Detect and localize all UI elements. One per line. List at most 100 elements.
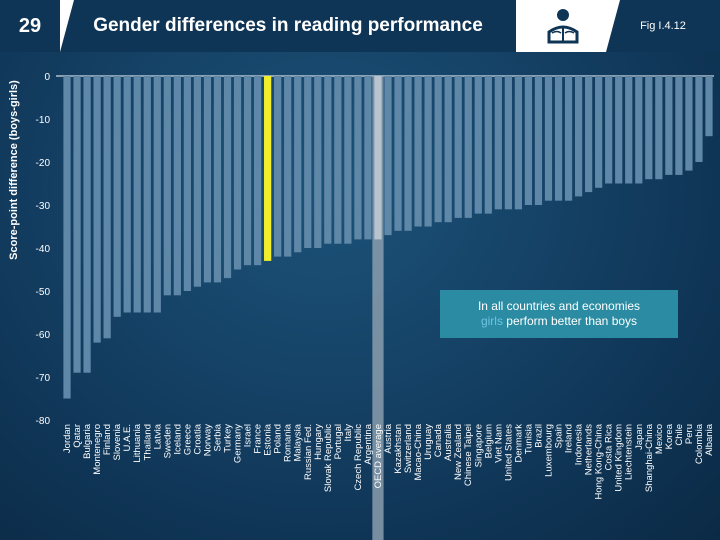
- x-tick-label: Croatia: [192, 423, 203, 454]
- bar-viet-nam: [494, 76, 502, 210]
- bar-hong-kong-china: [595, 76, 603, 188]
- bar-malaysia: [294, 76, 302, 253]
- bar-france: [253, 76, 262, 266]
- bar-bulgaria: [83, 76, 91, 373]
- bar-costa-rica: [605, 76, 613, 184]
- x-tick-label: Slovenia: [112, 423, 123, 460]
- bar-poland: [274, 76, 282, 257]
- x-tick-label: Sweden: [162, 424, 173, 458]
- x-tick-label: OECD average: [373, 424, 384, 488]
- x-tick-label: Peru: [684, 424, 695, 444]
- x-tick-label: Estonia: [263, 423, 274, 455]
- x-tick-label: Bulgaria: [82, 423, 93, 459]
- bar-romania: [284, 76, 292, 257]
- x-tick-label: Italy: [343, 424, 354, 442]
- bar-ireland: [564, 76, 573, 201]
- x-tick-label: Australia: [443, 423, 454, 461]
- bar-macao-china: [414, 76, 422, 227]
- x-tick-label: Albania: [704, 423, 715, 455]
- bar-germany: [233, 76, 242, 270]
- x-tick-label: Macao-China: [413, 423, 424, 480]
- bar-japan: [635, 76, 643, 184]
- x-tick-label: Viet Nam: [493, 424, 504, 463]
- x-tick-label: Kazakhstan: [393, 424, 404, 474]
- bar-czech-republic: [354, 76, 362, 240]
- x-tick-label: U.A.E.: [122, 424, 133, 451]
- x-tick-label: Greece: [182, 424, 193, 455]
- x-tick-label: Argentina: [363, 423, 374, 464]
- bar-greece: [183, 76, 191, 291]
- x-tick-label: Chinese Taipei: [463, 424, 474, 486]
- bar-jordan: [63, 76, 71, 399]
- bar-italy: [344, 76, 352, 244]
- bar-peru: [685, 76, 693, 171]
- bar-denmark: [514, 76, 523, 210]
- x-tick-label: United States: [503, 424, 514, 481]
- bar-russian-fed-: [304, 76, 312, 248]
- bar-united-kingdom: [615, 76, 623, 184]
- y-tick-label: -80: [36, 416, 51, 427]
- x-tick-label: Tunisia: [523, 423, 534, 454]
- y-tick-label: 0: [44, 72, 50, 83]
- bar-liechtenstein: [625, 76, 633, 184]
- x-tick-label: Belgium: [483, 424, 494, 458]
- bar-united-states: [504, 76, 512, 210]
- x-tick-label: Thailand: [142, 424, 153, 460]
- bar-sweden: [163, 76, 171, 296]
- x-tick-label: Lithuania: [132, 423, 143, 462]
- x-tick-label: Latvia: [152, 423, 163, 449]
- bar-kazakhstan: [394, 76, 402, 231]
- x-tick-label: Montenegro: [92, 424, 103, 475]
- x-tick-label: Austria: [383, 423, 394, 453]
- bar-luxembourg: [544, 76, 553, 201]
- annotation-line2: girls perform better than boys: [440, 314, 678, 329]
- x-tick-label: Denmark: [513, 424, 524, 463]
- bar-shanghai-china: [645, 76, 653, 180]
- x-tick-label: Russian Fed.: [303, 424, 314, 480]
- x-tick-label: Jordan: [62, 424, 73, 453]
- bar-latvia: [153, 76, 161, 313]
- x-tick-label: Singapore: [473, 424, 484, 467]
- bar-austria: [384, 76, 392, 236]
- y-tick-label: -20: [36, 158, 51, 169]
- bar-spain: [554, 76, 563, 201]
- header-bar: 29 Gender differences in reading perform…: [0, 0, 720, 52]
- x-tick-label: Ireland: [564, 424, 575, 453]
- annotation-line1: In all countries and economies: [477, 299, 641, 313]
- x-tick-label: Finland: [102, 424, 113, 455]
- bar-slovak-republic: [324, 76, 332, 244]
- bar-oecd-average: [374, 76, 382, 240]
- x-tick-label: Slovak Republic: [323, 424, 334, 492]
- x-tick-label: Serbia: [212, 423, 223, 451]
- bar-portugal: [334, 76, 342, 244]
- x-tick-label: Canada: [433, 423, 444, 457]
- x-tick-label: Poland: [273, 424, 284, 454]
- x-tick-label: Switzerland: [403, 424, 414, 473]
- bar-serbia: [213, 76, 222, 283]
- reader-icon: [547, 9, 579, 44]
- x-tick-label: Brazil: [533, 424, 544, 448]
- x-tick-label: Romania: [283, 423, 294, 462]
- x-tick-label: Qatar: [72, 424, 83, 448]
- x-tick-label: United Kingdom: [614, 424, 625, 492]
- bar-iceland: [173, 76, 181, 296]
- bar-albania: [705, 76, 713, 137]
- y-tick-label: -60: [36, 330, 51, 341]
- bar-croatia: [193, 76, 202, 287]
- bar-korea: [665, 76, 673, 175]
- x-tick-label: Netherlands: [584, 424, 595, 475]
- bar-qatar: [73, 76, 81, 373]
- y-tick-label: -50: [36, 287, 51, 298]
- x-tick-label: Costa Rica: [604, 423, 615, 470]
- bar-montenegro: [93, 76, 101, 343]
- bar-u-a-e-: [123, 76, 131, 313]
- bar-indonesia: [574, 76, 583, 197]
- y-tick-label: -10: [36, 115, 51, 126]
- x-tick-label: Chile: [674, 424, 685, 446]
- bar-norway: [203, 76, 212, 283]
- x-tick-label: Mexico: [654, 424, 665, 454]
- x-tick-label: Uruguay: [423, 424, 434, 460]
- bar-chile: [675, 76, 683, 175]
- y-tick-label: -40: [36, 244, 51, 255]
